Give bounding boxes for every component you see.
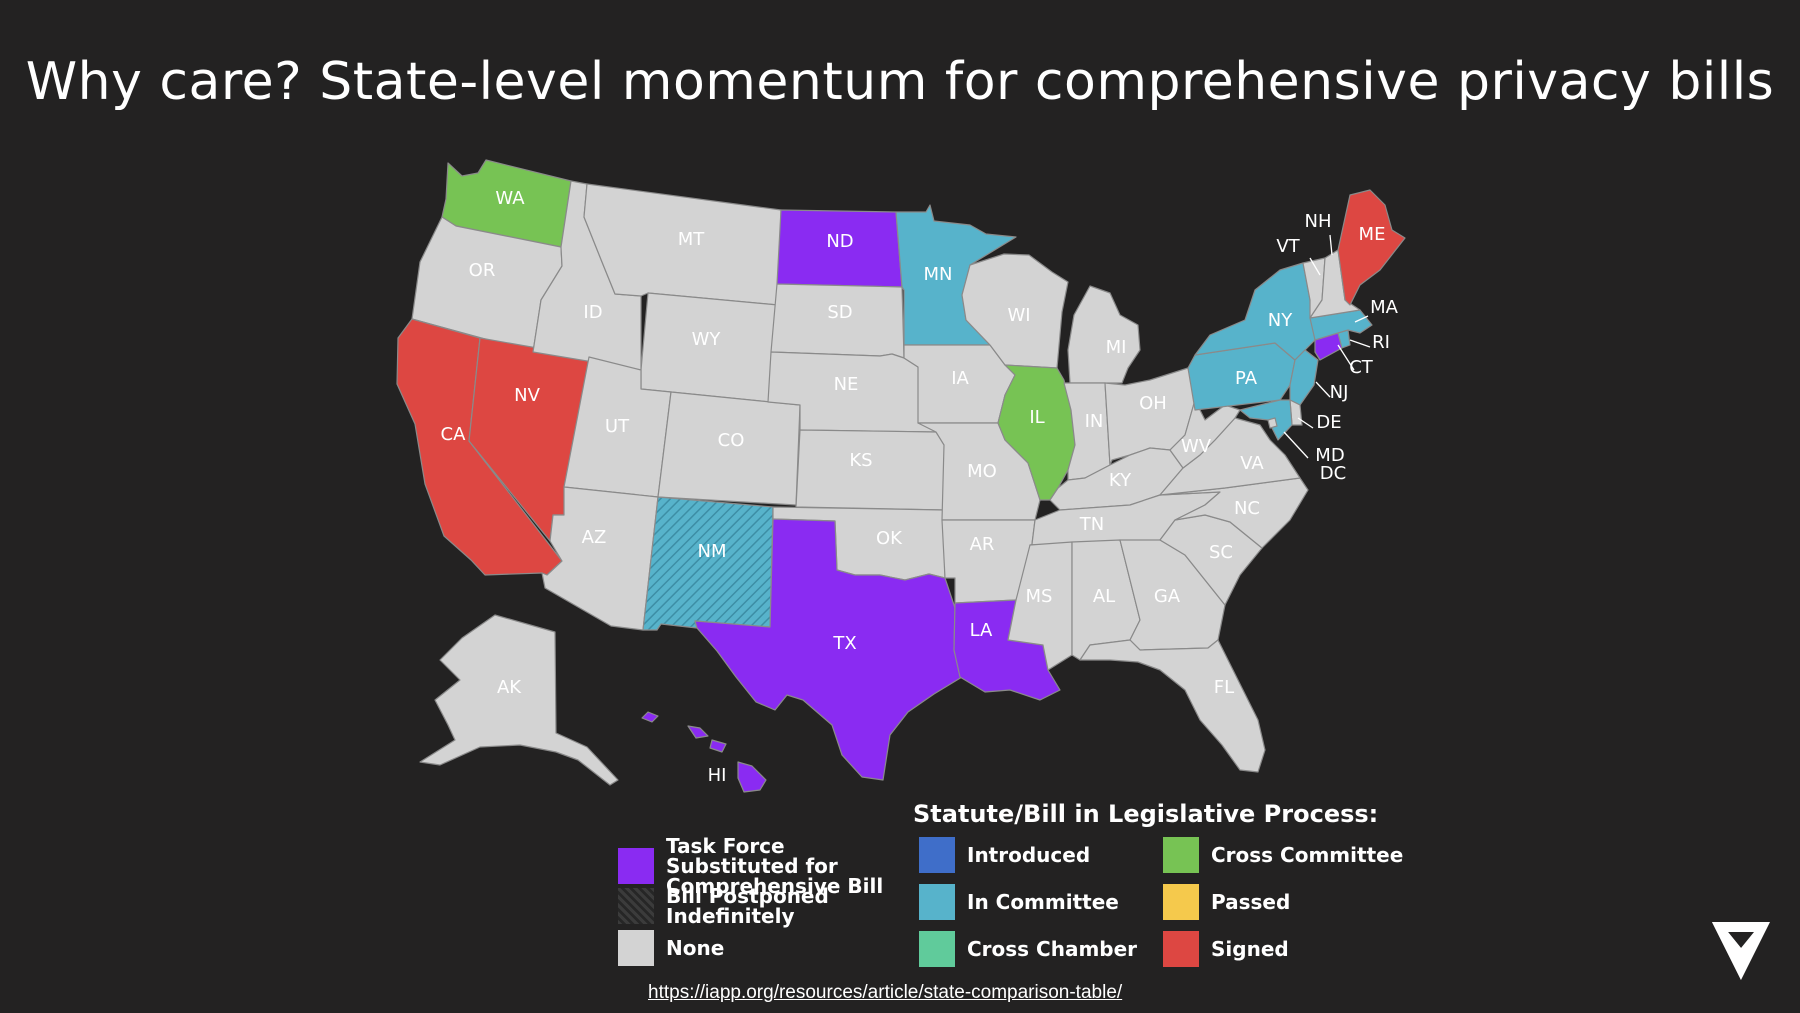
state-label-wi: WI [1007,305,1030,326]
state-label-az: AZ [582,527,607,548]
state-label-ms: MS [1026,586,1053,607]
legend-label-postponed: Bill Postponed Indefinitely [666,884,829,928]
state-label-me: ME [1359,224,1386,245]
swatch-passed [1163,884,1199,920]
slide-title: Why care? State-level momentum for compr… [25,52,1775,112]
swatch-task-force [618,848,654,884]
state-ny [1194,262,1316,361]
state-label-or: OR [469,260,496,281]
state-label-ma: MA [1370,297,1399,318]
swatch-cross-committee [1163,837,1199,873]
state-label-ca: CA [441,424,467,445]
state-label-vt: VT [1276,236,1300,257]
swatch-postponed [618,888,654,924]
state-label-wa: WA [495,188,525,209]
state-label-mn: MN [924,264,953,285]
state-label-fl: FL [1214,677,1234,698]
legend-item-signed: Signed [1163,931,1289,967]
state-label-nh: NH [1305,211,1332,232]
legend-label-cross-chamber: Cross Chamber [967,937,1138,961]
legend-label-introduced: Introduced [967,843,1091,867]
legend-item-passed: Passed [1163,884,1290,920]
state-label-wy: WY [692,329,722,350]
state-label-oh: OH [1139,393,1167,414]
state-label-ar: AR [970,534,995,555]
state-label-nd: ND [826,231,853,252]
legend-label-cross-committee: Cross Committee [1211,843,1404,867]
state-label-mo: MO [967,461,997,482]
swatch-introduced [919,837,955,873]
state-label-nj: NJ [1330,382,1349,403]
state-label-in: IN [1085,411,1104,432]
state-label-md: MD [1315,445,1344,466]
state-tx [694,518,963,781]
state-label-ks: KS [849,450,872,471]
state-label-de: DE [1316,412,1341,433]
swatch-cross-chamber [919,931,955,967]
state-label-ny: NY [1268,310,1293,331]
state-label-ky: KY [1109,470,1132,491]
state-ak [419,614,619,786]
triangle-logo-icon [1712,922,1770,980]
state-fl [1079,639,1266,773]
state-label-ga: GA [1154,586,1181,607]
swatch-in-committee [919,884,955,920]
source-link[interactable]: https://iapp.org/resources/article/state… [648,982,1123,1003]
state-label-dc: DC [1320,463,1346,484]
state-nm [642,496,774,631]
legend-item-task-force: Task Force Substituted for Comprehensive… [618,836,916,896]
state-label-mi: MI [1106,337,1127,358]
legend-label-none: None [666,936,725,960]
state-label-nv: NV [514,385,540,406]
swatch-none [618,930,654,966]
state-label-ri: RI [1372,332,1390,353]
state-label-ct: CT [1349,357,1374,378]
state-hi [641,711,767,793]
state-label-nc: NC [1234,498,1260,519]
state-label-tx: TX [832,633,856,654]
state-label-ok: OK [876,528,903,549]
state-label-ne: NE [834,374,859,395]
state-label-il: IL [1029,407,1044,428]
state-label-ak: AK [497,677,522,698]
state-dc [1267,417,1278,429]
state-label-al: AL [1093,586,1115,607]
state-nj [1289,349,1319,406]
legend-label-in-committee: In Committee [967,890,1119,914]
state-mi [1067,285,1141,384]
legend-label-passed: Passed [1211,890,1291,914]
legend-heading: Statute/Bill in Legislative Process: [913,800,1379,828]
legend-item-introduced: Introduced [919,837,1090,873]
state-label-ia: IA [951,368,969,389]
state-label-id: ID [583,302,602,323]
legend-label-task-force: Task Force Substituted for Comprehensive… [666,834,884,898]
state-label-pa: PA [1235,368,1258,389]
legend-item-cross-committee: Cross Committee [1163,837,1403,873]
state-label-wv: WV [1181,436,1212,457]
state-label-co: CO [718,430,745,451]
state-ma [1309,309,1373,341]
state-label-va: VA [1240,453,1264,474]
legend-item-none: None [618,930,724,966]
legend-item-postponed: Bill Postponed Indefinitely [618,886,836,926]
legend-item-cross-chamber: Cross Chamber [919,931,1137,967]
state-label-nm: NM [698,541,727,562]
state-label-sd: SD [827,302,852,323]
state-label-ut: UT [605,416,630,437]
legend-item-in-committee: In Committee [919,884,1119,920]
state-wi [961,253,1069,369]
state-label-la: LA [970,620,993,641]
legend-label-signed: Signed [1211,937,1289,961]
state-me [1337,189,1406,306]
swatch-signed [1163,931,1199,967]
label-leader-lines [1283,234,1371,459]
state-label-hi: HI [708,765,727,786]
state-label-tn: TN [1079,514,1104,535]
state-label-mt: MT [678,229,706,250]
state-label-sc: SC [1209,542,1233,563]
